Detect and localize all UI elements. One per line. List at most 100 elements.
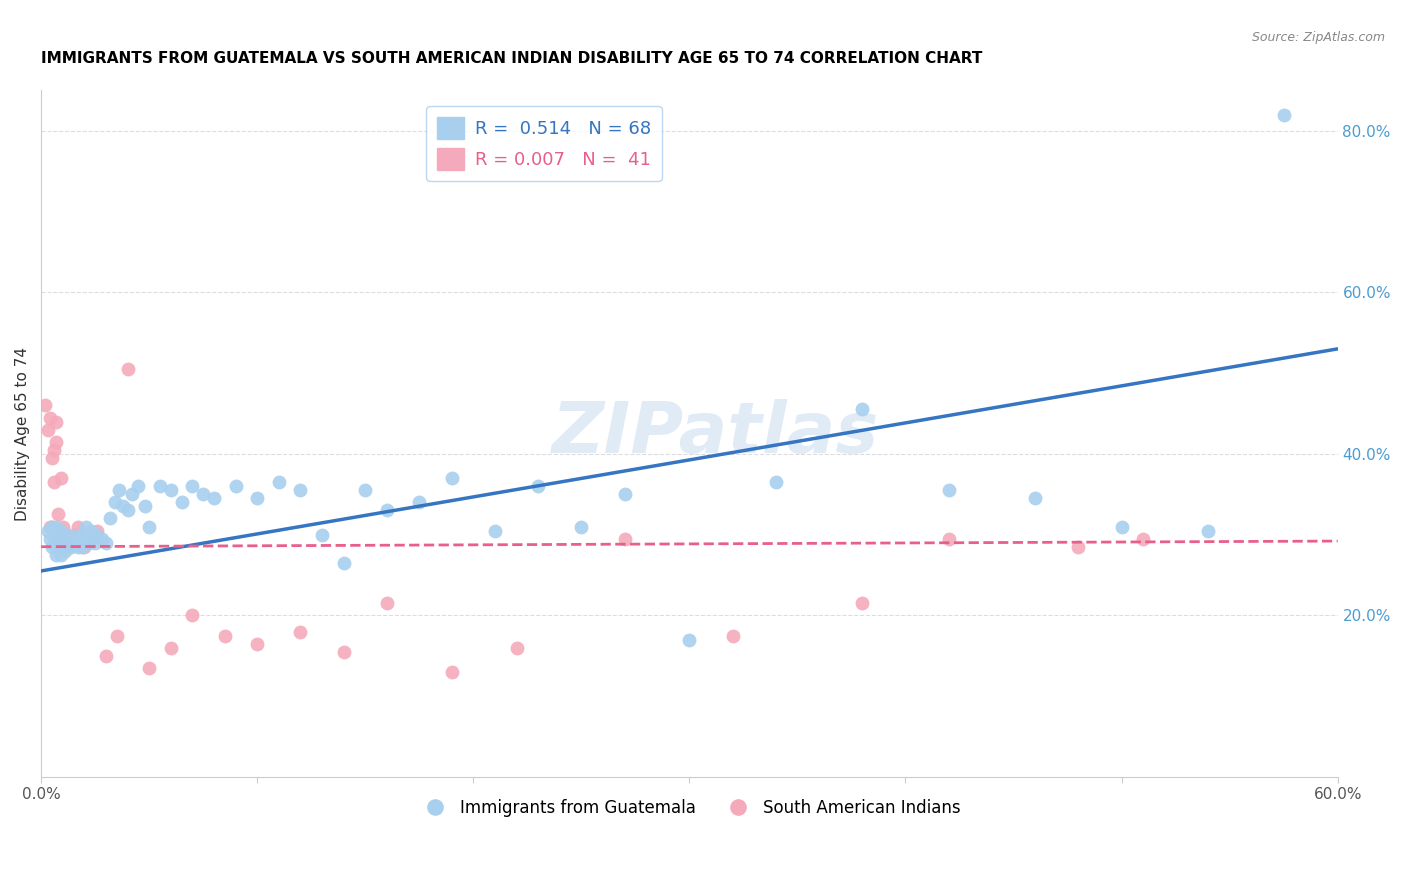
Point <box>117 503 139 517</box>
Point <box>48 535 70 549</box>
Point <box>41 519 63 533</box>
Point <box>53 527 76 541</box>
Point <box>98 511 121 525</box>
Point <box>170 495 193 509</box>
Point <box>505 640 527 655</box>
Point <box>127 479 149 493</box>
Point <box>721 628 744 642</box>
Point <box>69 527 91 541</box>
Point <box>938 532 960 546</box>
Point <box>60 540 83 554</box>
Point <box>267 475 290 489</box>
Text: Source: ZipAtlas.com: Source: ZipAtlas.com <box>1251 31 1385 45</box>
Point <box>42 535 65 549</box>
Point <box>49 548 72 562</box>
Point <box>138 661 160 675</box>
Point <box>108 483 131 498</box>
Point <box>80 532 103 546</box>
Point <box>1132 532 1154 546</box>
Point <box>354 483 377 498</box>
Point <box>90 532 112 546</box>
Point <box>45 548 67 562</box>
Point <box>52 532 75 546</box>
Point <box>84 535 107 549</box>
Point <box>408 495 430 509</box>
Point <box>94 648 117 663</box>
Point <box>49 524 72 538</box>
Point <box>112 500 135 514</box>
Point <box>440 471 463 485</box>
Point <box>613 532 636 546</box>
Point <box>613 487 636 501</box>
Point <box>48 508 70 522</box>
Point <box>38 410 60 425</box>
Point <box>80 524 103 538</box>
Point <box>851 402 873 417</box>
Point <box>851 596 873 610</box>
Point <box>66 540 89 554</box>
Point <box>45 434 67 449</box>
Point <box>290 483 312 498</box>
Point <box>193 487 215 501</box>
Point <box>765 475 787 489</box>
Point <box>375 596 398 610</box>
Point <box>37 423 59 437</box>
Point <box>159 640 181 655</box>
Point <box>105 628 128 642</box>
Text: ZIPatlas: ZIPatlas <box>551 399 879 468</box>
Point <box>527 479 550 493</box>
Point <box>332 645 354 659</box>
Point <box>73 540 96 554</box>
Point <box>311 527 333 541</box>
Point <box>45 519 67 533</box>
Point <box>1197 524 1219 538</box>
Point <box>34 398 56 412</box>
Point <box>66 519 89 533</box>
Point <box>58 527 80 541</box>
Point <box>181 608 204 623</box>
Point <box>117 362 139 376</box>
Point <box>42 475 65 489</box>
Text: IMMIGRANTS FROM GUATEMALA VS SOUTH AMERICAN INDIAN DISABILITY AGE 65 TO 74 CORRE: IMMIGRANTS FROM GUATEMALA VS SOUTH AMERI… <box>41 51 983 66</box>
Point <box>246 491 269 506</box>
Point <box>56 532 79 546</box>
Point <box>332 556 354 570</box>
Point <box>1067 540 1090 554</box>
Point <box>214 628 236 642</box>
Point <box>52 540 75 554</box>
Point <box>138 519 160 533</box>
Point <box>225 479 247 493</box>
Point <box>42 527 65 541</box>
Point <box>290 624 312 639</box>
Point <box>56 540 79 554</box>
Point <box>77 535 100 549</box>
Point <box>38 532 60 546</box>
Point <box>37 524 59 538</box>
Point <box>41 540 63 554</box>
Point <box>45 415 67 429</box>
Point <box>86 524 108 538</box>
Point <box>375 503 398 517</box>
Point <box>440 665 463 679</box>
Point <box>1024 491 1046 506</box>
Y-axis label: Disability Age 65 to 74: Disability Age 65 to 74 <box>15 347 30 521</box>
Point <box>49 471 72 485</box>
Point <box>86 527 108 541</box>
Point <box>58 532 80 546</box>
Point <box>134 500 156 514</box>
Point <box>149 479 172 493</box>
Point <box>103 495 125 509</box>
Point <box>1272 108 1295 122</box>
Point <box>73 532 96 546</box>
Point <box>202 491 225 506</box>
Point <box>42 442 65 457</box>
Point <box>48 532 70 546</box>
Point <box>53 543 76 558</box>
Point <box>1111 519 1133 533</box>
Point <box>678 632 700 647</box>
Point <box>484 524 506 538</box>
Point <box>62 535 84 549</box>
Point <box>65 532 87 546</box>
Point <box>52 519 75 533</box>
Point <box>38 519 60 533</box>
